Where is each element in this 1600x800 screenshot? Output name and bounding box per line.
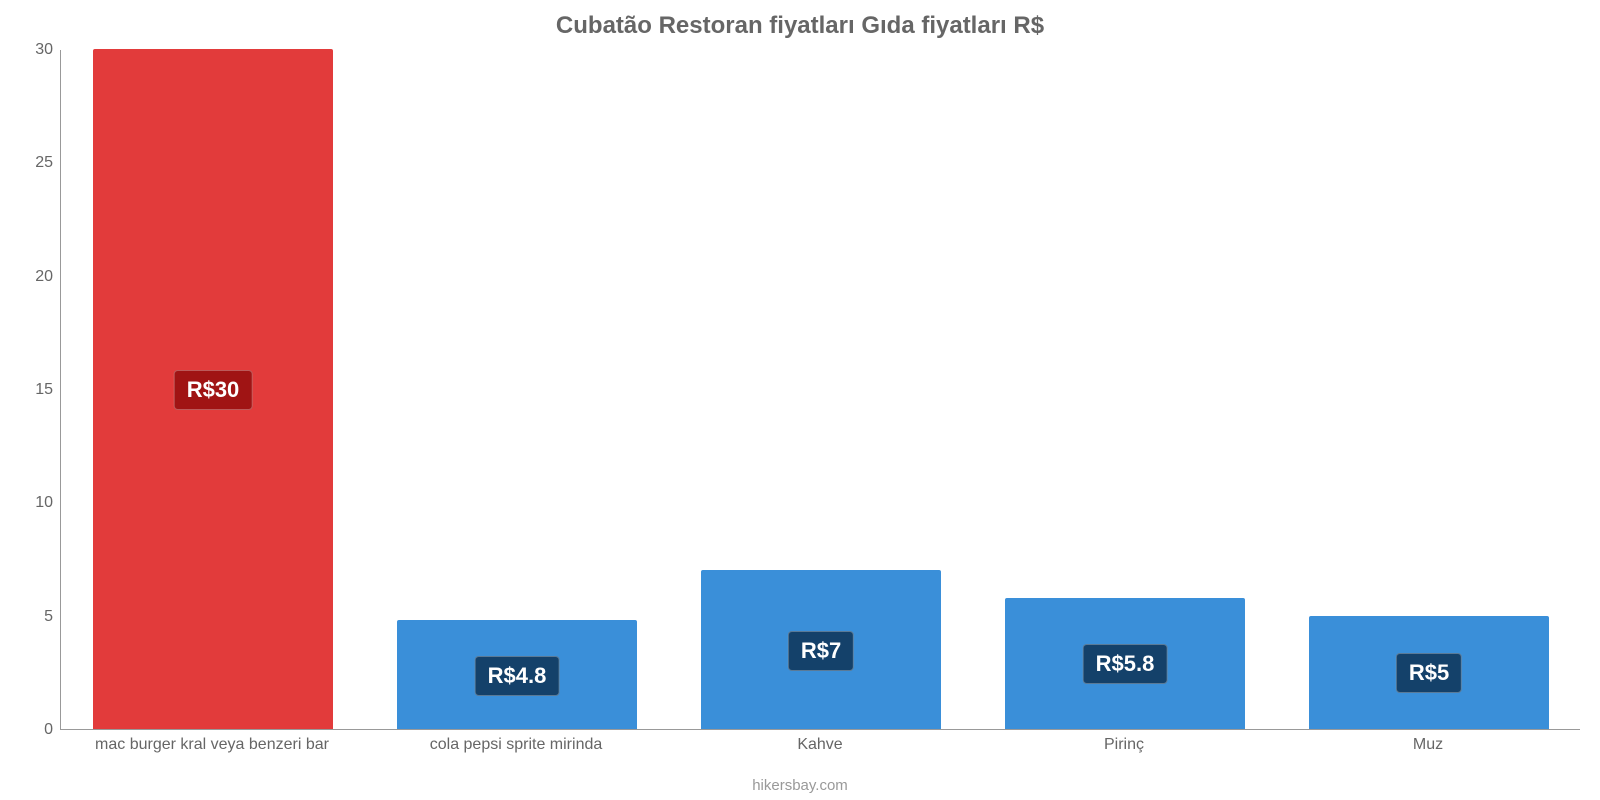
y-tick-label: 15	[21, 381, 53, 399]
bar-value-label: R$5.8	[1083, 644, 1168, 684]
bar-value-label: R$4.8	[475, 656, 560, 696]
x-axis-label: Kahve	[797, 736, 842, 754]
y-tick-label: 5	[21, 608, 53, 626]
x-axis-label: mac burger kral veya benzeri bar	[95, 736, 329, 754]
x-axis-label: Muz	[1413, 736, 1443, 754]
plot-area: 051015202530R$30R$4.8R$7R$5.8R$5	[60, 50, 1580, 730]
credit-text: hikersbay.com	[0, 777, 1600, 794]
y-tick-label: 20	[21, 268, 53, 286]
chart-title: Cubatão Restoran fiyatları Gıda fiyatlar…	[0, 12, 1600, 40]
x-axis-label: cola pepsi sprite mirinda	[430, 736, 603, 754]
x-axis-label: Pirinç	[1104, 736, 1144, 754]
price-bar-chart: Cubatão Restoran fiyatları Gıda fiyatlar…	[0, 0, 1600, 800]
y-tick-label: 30	[21, 41, 53, 59]
bar-value-label: R$5	[1396, 653, 1462, 693]
bar-value-label: R$30	[174, 370, 253, 410]
bar-value-label: R$7	[788, 631, 854, 671]
y-tick-label: 10	[21, 494, 53, 512]
y-tick-label: 0	[21, 721, 53, 739]
y-tick-label: 25	[21, 154, 53, 172]
